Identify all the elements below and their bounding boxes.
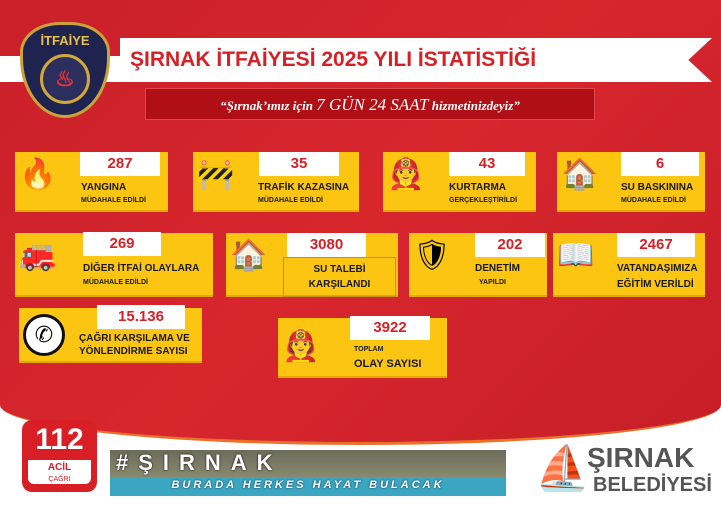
stat-sublabel: MÜDAHALE EDİLDİ: [83, 279, 148, 286]
stat-card-education: 📖 2467 VATANDAŞIMIZA EĞİTİM VERİLDİ: [553, 233, 705, 297]
slogan-highlight: 7 GÜN 24 SAAT: [316, 95, 429, 114]
stat-card-fire: 🔥 287 YANGINA MÜDAHALE EDİLDİ: [15, 152, 168, 212]
stat-card-traffic: 🚧 35 TRAFİK KAZASINA MÜDAHALE EDİLDİ: [193, 152, 359, 212]
stat-value: 287: [80, 152, 160, 176]
flood-icon: 🏠: [561, 158, 599, 191]
inspection-icon: 🛡: [413, 239, 452, 272]
emergency-sublabel: ÇAĞRI: [48, 476, 71, 483]
stat-value: 15.136: [97, 305, 185, 329]
stat-value: 202: [475, 233, 545, 257]
fire-department-badge: İTFAİYE ♨: [20, 22, 110, 118]
page-title: ŞIRNAK İTFAİYESİ 2025 YILI İSTATİSTİĞİ: [120, 38, 712, 82]
stat-label: TOPLAM: [354, 346, 384, 353]
water-house-icon: 🏠: [230, 239, 268, 272]
stat-sublabel: YÖNLENDİRME SAYISI: [79, 346, 188, 357]
badge-text: İTFAİYE: [40, 33, 90, 48]
firefighters-icon: 🧑‍🚒: [282, 330, 320, 363]
stat-value: 43: [449, 152, 525, 176]
stat-sublabel: KARŞILANDI: [308, 279, 371, 290]
stat-sublabel: YAPILDI: [479, 279, 506, 286]
stat-value: 2467: [617, 233, 695, 257]
stat-card-rescue: 👨‍🚒 43 KURTARMA GERÇEKLEŞTİRİLDİ: [383, 152, 536, 212]
stat-card-calls: ✆ 15.136 ÇAĞRI KARŞILAMA VE YÖNLENDİRME SAY…: [19, 305, 202, 363]
stat-value: 269: [83, 232, 161, 256]
stat-label: YANGINA: [81, 182, 127, 193]
water-label-box: SU TALEBİ KARŞILANDI: [283, 257, 396, 297]
banner-slogan: BURADA HERKES HAYAT BULACAK: [171, 479, 445, 491]
fire-truck-icon: 🚒: [19, 239, 57, 272]
stat-label: ÇAĞRI KARŞILAMA VE: [79, 333, 190, 344]
stat-label: SU TALEBİ: [313, 264, 366, 275]
book-icon: 📖: [557, 239, 595, 272]
slogan-post: hizmetinizdeyiz”: [431, 98, 520, 113]
stat-label: VATANDAŞIMIZA: [617, 263, 698, 274]
ship-emblem-icon: ⛵: [535, 444, 590, 493]
stat-value: 3080: [287, 233, 366, 257]
stat-value: 3922: [350, 316, 430, 340]
stat-card-water: 🏠 3080 SU TALEBİ KARŞILANDI: [226, 233, 398, 297]
stat-sublabel: MÜDAHALE EDİLDİ: [621, 197, 686, 204]
stat-card-other: 🚒 269 DİĞER İTFAİ OLAYLARA MÜDAHALE EDİLDİ: [15, 232, 213, 297]
stat-value: 6: [621, 152, 699, 176]
stat-value: 35: [259, 152, 339, 176]
stat-card-inspection: 🛡 202 DENETİM YAPILDI: [409, 233, 547, 297]
house-fire-icon: 🔥: [19, 158, 57, 191]
firefighter-icon: 👨‍🚒: [387, 158, 425, 191]
stat-card-total: 🧑‍🚒 3922 TOPLAM OLAY SAYISI: [278, 316, 447, 378]
slogan: “Şırnak’ımız için 7 GÜN 24 SAAT hizmetin…: [145, 88, 595, 120]
stat-label: DENETİM: [475, 263, 520, 274]
municipality-logo: ⛵ ŞIRNAK BELEDİYESİ: [535, 440, 720, 502]
stat-sublabel: MÜDAHALE EDİLDİ: [81, 197, 146, 204]
municipality-subname: BELEDİYESİ: [593, 474, 712, 496]
slogan-pre: “Şırnak’ımız için: [220, 98, 313, 113]
stat-label: DİĞER İTFAİ OLAYLARA: [83, 263, 200, 274]
fire-emblem-icon: ♨: [40, 54, 90, 104]
phone-icon: ✆: [23, 314, 65, 356]
stat-sublabel: EĞİTİM VERİLDİ: [617, 279, 694, 290]
municipality-name: ŞIRNAK: [587, 442, 695, 473]
sirnak-city-banner: #ŞIRNAK BURADA HERKES HAYAT BULACAK: [110, 450, 506, 496]
emergency-112-logo: 112 ACİL ÇAĞRI: [22, 420, 97, 492]
stat-card-flood: 🏠 6 SU BASKININA MÜDAHALE EDİLDİ: [557, 152, 705, 212]
car-crash-icon: 🚧: [197, 158, 235, 191]
stat-sublabel: GERÇEKLEŞTİRİLDİ: [449, 197, 518, 204]
banner-hashtag: #ŞIRNAK: [116, 450, 283, 475]
emergency-label: ACİL: [47, 462, 72, 473]
stat-label: TRAFİK KAZASINA: [258, 182, 350, 193]
emergency-number: 112: [35, 423, 84, 456]
stat-sublabel: OLAY SAYISI: [354, 358, 422, 370]
stat-label: SU BASKININA: [621, 182, 694, 193]
stat-sublabel: MÜDAHALE EDİLDİ: [258, 197, 323, 204]
stat-label: KURTARMA: [449, 182, 507, 193]
